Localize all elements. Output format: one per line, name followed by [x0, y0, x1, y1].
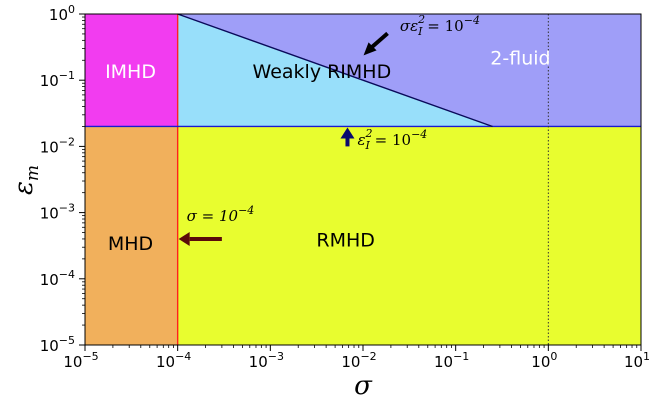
x-tick-label: 10−1: [434, 350, 469, 371]
region-label-2-fluid: 2-fluid: [490, 47, 550, 69]
x-tick-exp: −4: [175, 350, 191, 363]
y-tick-exp: 0: [68, 3, 75, 16]
boundary-lines-layer: [85, 13, 641, 345]
x-tick-base: 10: [341, 353, 360, 371]
x-tick-base: 10: [249, 353, 268, 371]
annotation-sigeps-rhs: = 10: [423, 17, 464, 35]
region-2-fluid: [177, 14, 641, 127]
y-tick-label: 100: [49, 3, 75, 24]
arrow-sigeps-shaft: [370, 31, 389, 49]
y-axis-label: εm: [9, 165, 43, 195]
annotation-sigeps-lhs: σε: [400, 17, 418, 35]
region-label-weakly-rimhd: Weakly RIMHD: [253, 61, 392, 83]
annotation-eps-sub: I: [365, 139, 371, 152]
annotation-sigeps-exp: −4: [464, 14, 480, 27]
arrow-sigeps-head: [363, 42, 377, 56]
y-axis-label-sub: m: [23, 165, 43, 181]
y-tick-label: 10−5: [40, 334, 75, 355]
x-tick-label: 101: [624, 350, 650, 371]
x-tick-exp: −2: [360, 350, 376, 363]
annotation-sigma-exp: −4: [238, 204, 254, 217]
x-tick-exp: −5: [82, 350, 98, 363]
y-tick-label: 10−4: [40, 268, 75, 289]
region-labels-layer: IMHD Weakly RIMHD 2-fluid MHD RMHD: [105, 47, 551, 255]
x-tick-base: 10: [624, 353, 643, 371]
y-tick-base: 10: [40, 138, 59, 156]
x-tick-exp: −3: [268, 350, 284, 363]
y-tick-exp: −4: [59, 268, 75, 281]
axis-ticks-layer: 10−5 10−4 10−3 10−2 10−1 100 10110−510−410−310…: [40, 3, 650, 371]
y-tick-base: 10: [40, 205, 59, 223]
y-tick-label: 10−2: [40, 135, 75, 156]
annotation-eps-rhs: = 10: [370, 131, 411, 149]
y-tick-label: 10−1: [40, 69, 75, 90]
region-label-rmhd: RMHD: [316, 230, 375, 252]
region-mhd: [85, 126, 178, 345]
annotation-sigma: σ = 10−4: [187, 204, 255, 225]
annotation-eps: ε2 I = 10−4: [357, 127, 427, 152]
line-sigma-eps-boundary: [177, 13, 493, 128]
x-tick-label: 100: [531, 350, 557, 371]
x-tick-exp: −1: [453, 350, 469, 363]
annotation-sigeps: σε2 I = 10−4: [400, 13, 480, 38]
y-tick-exp: −2: [59, 135, 75, 148]
y-tick-exp: −5: [59, 334, 75, 347]
y-axis-label-main: ε: [9, 181, 39, 195]
x-tick-base: 10: [156, 353, 175, 371]
annotation-eps-lhs: ε: [357, 131, 365, 149]
region-imhd: [85, 14, 178, 127]
annotation-sigeps-sub: I: [417, 25, 423, 38]
y-tick-base: 10: [40, 337, 59, 355]
arrow-eps-head: [340, 127, 355, 139]
y-tick-base: 10: [40, 72, 59, 90]
x-tick-exp: 1: [643, 350, 650, 363]
x-tick-base: 10: [434, 353, 453, 371]
x-tick-base: 10: [63, 353, 82, 371]
svg-text:εm: εm: [9, 165, 43, 195]
x-axis-label: σ: [354, 371, 373, 401]
x-tick-base: 10: [531, 353, 550, 371]
region-label-mhd: MHD: [108, 233, 153, 255]
annotation-eps-exp: −4: [411, 128, 427, 141]
x-tick-label: 10−4: [156, 350, 191, 371]
arrow-sigma-head: [178, 231, 190, 246]
annotation-eps-sup: 2: [365, 127, 373, 140]
y-tick-base: 10: [40, 271, 59, 289]
y-tick-exp: −1: [59, 69, 75, 82]
x-tick-exp: 0: [550, 350, 557, 363]
x-tick-label: 10−3: [249, 350, 284, 371]
x-tick-label: 10−5: [63, 350, 98, 371]
y-tick-exp: −3: [59, 202, 75, 215]
annotation-sigeps-sup: 2: [417, 13, 425, 26]
annotation-sigma-lhs: σ = 10: [187, 207, 239, 225]
x-tick-label: 10−2: [341, 350, 376, 371]
y-tick-base: 10: [49, 6, 68, 24]
y-tick-label: 10−3: [40, 202, 75, 223]
region-label-imhd: IMHD: [105, 61, 156, 83]
